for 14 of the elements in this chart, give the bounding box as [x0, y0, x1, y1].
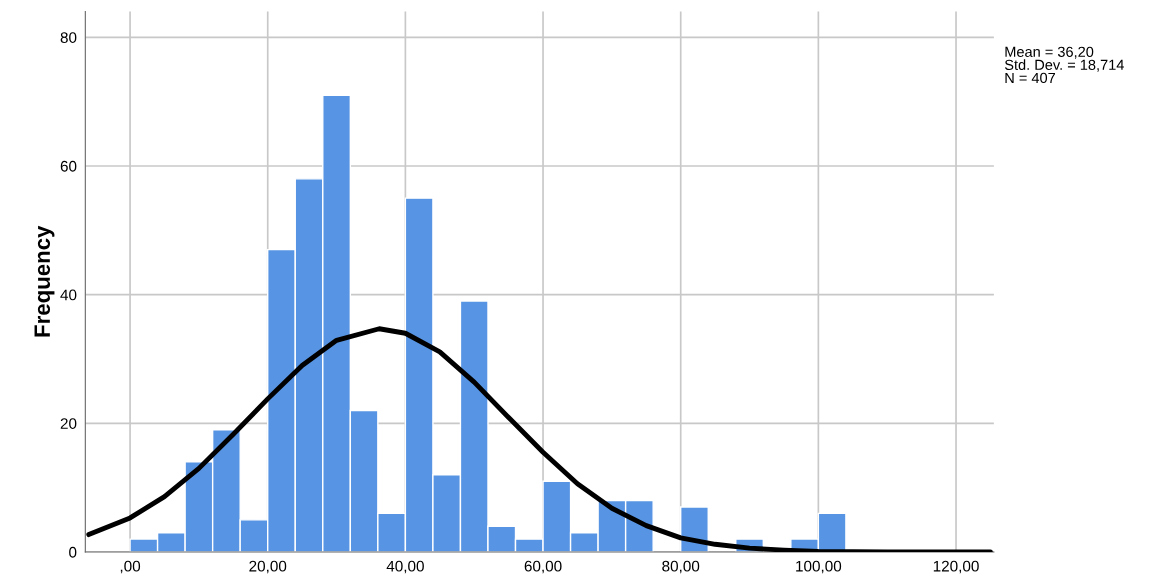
y-tick-label: 60	[60, 160, 77, 172]
x-tick-label: 100,00	[796, 560, 842, 574]
x-tick-label: 20,00	[249, 560, 287, 574]
y-axis-title: Frequency	[34, 225, 55, 337]
y-tick-label: 20	[60, 418, 77, 429]
x-tick-label: ,00	[120, 560, 141, 574]
x-tick-label: 80,00	[662, 560, 700, 574]
x-tick-label: 60,00	[524, 560, 562, 574]
y-tick-label: 80	[60, 32, 77, 43]
y-tick-label: 0	[69, 546, 77, 558]
x-tick-label: 40,00	[386, 560, 424, 574]
text: Mean = 36,20 Std. Dev. = 18,714 N = 407	[1004, 46, 1124, 84]
x-tick-label: 120,00	[933, 560, 979, 574]
y-tick-label: 40	[60, 289, 77, 301]
